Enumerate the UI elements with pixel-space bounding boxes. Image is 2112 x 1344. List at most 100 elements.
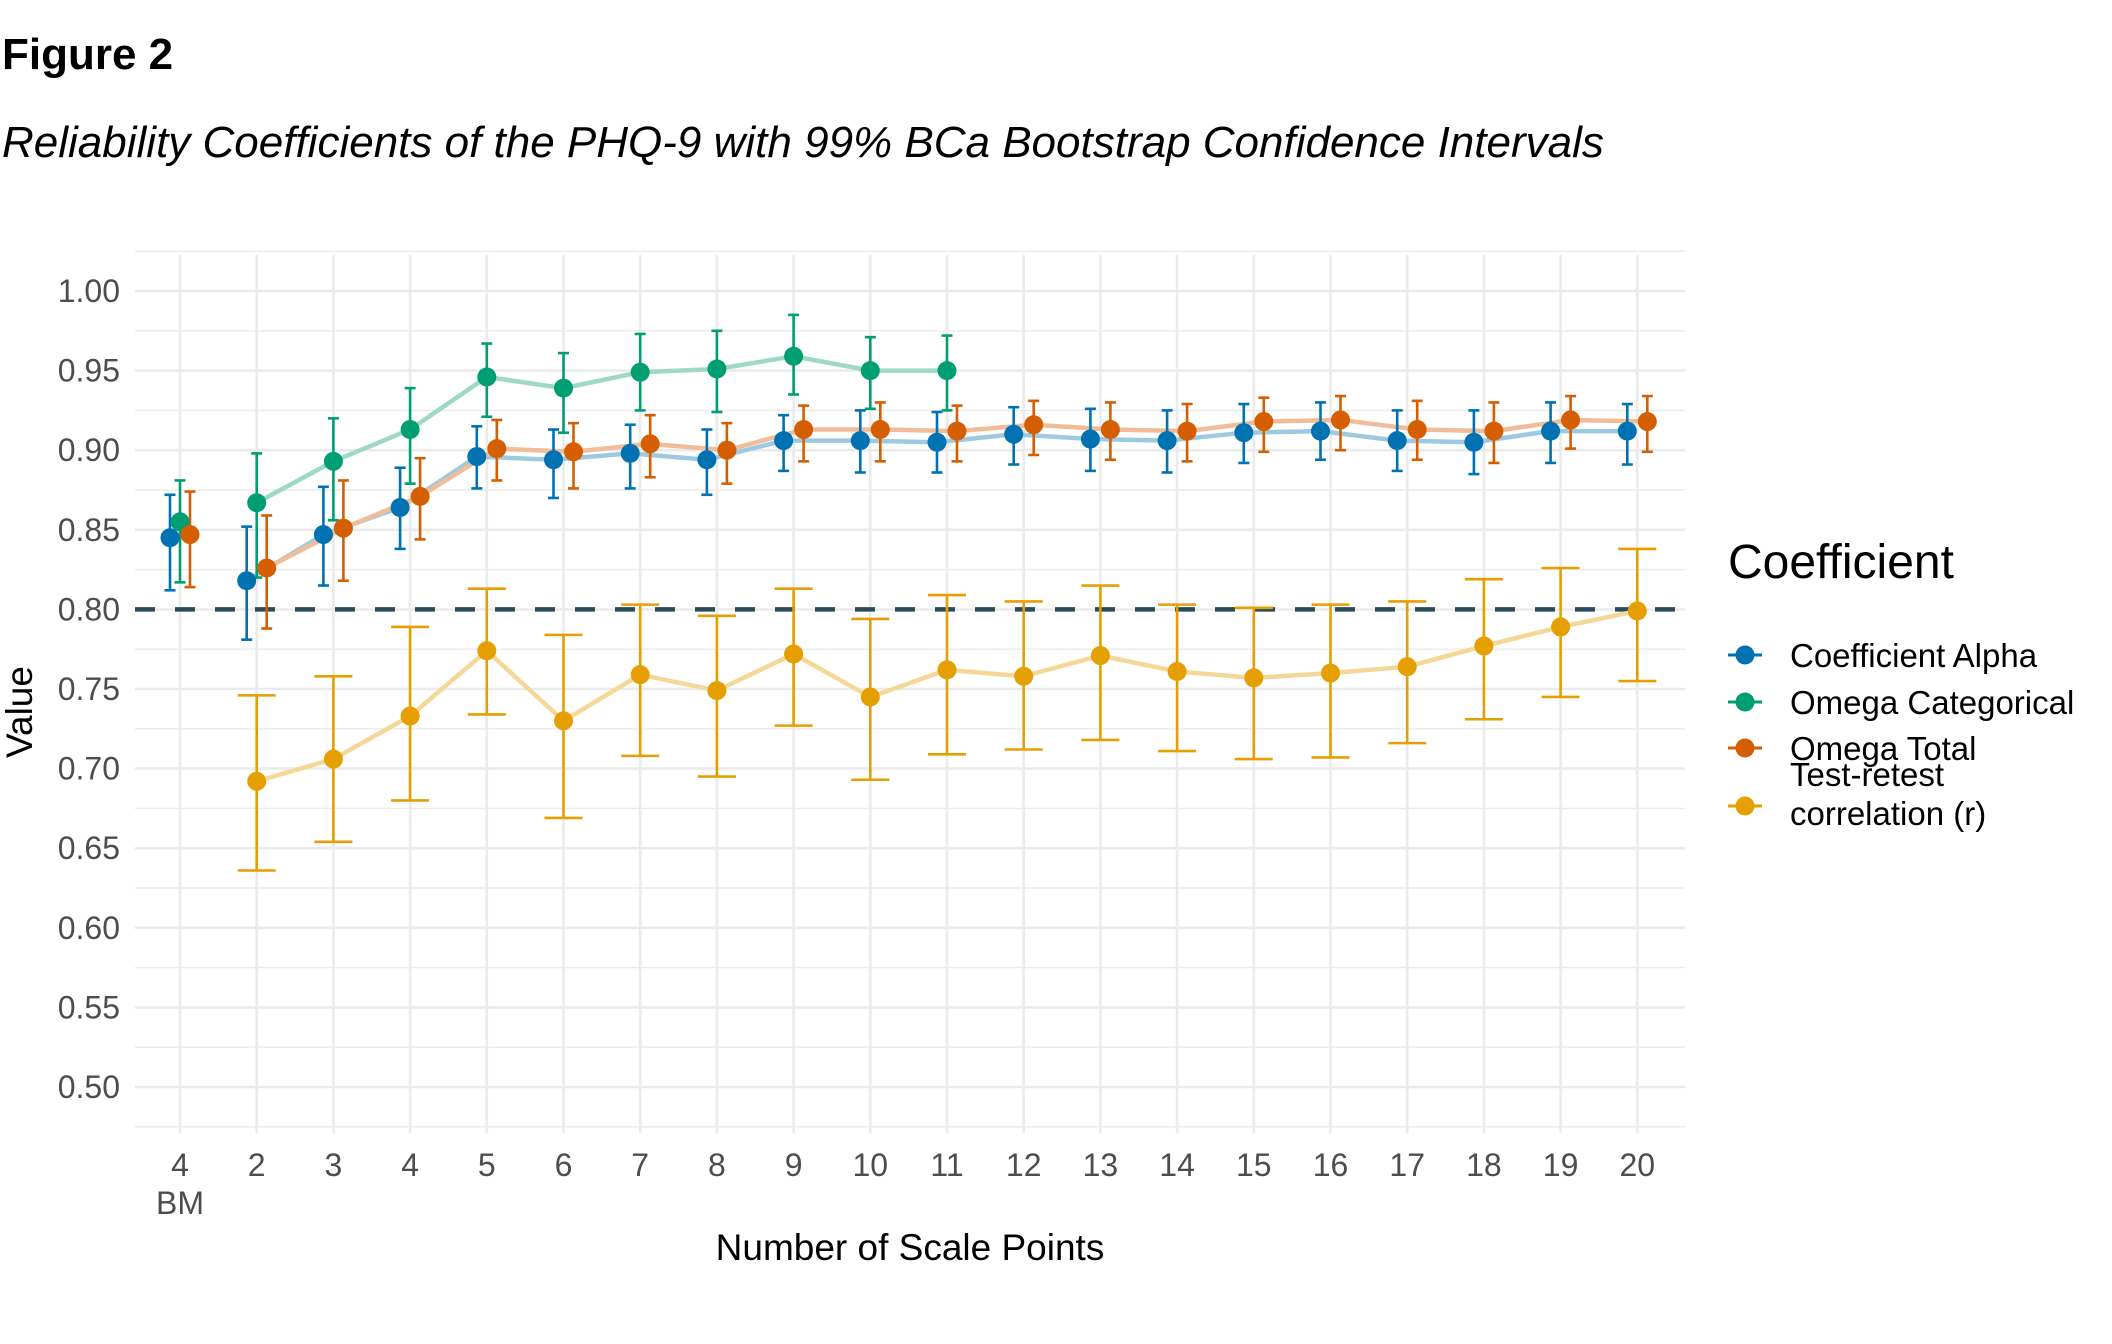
data-point xyxy=(247,493,267,513)
data-point xyxy=(180,525,200,545)
x-tick-label: 18 xyxy=(1466,1147,1502,1183)
x-axis-title: Number of Scale Points xyxy=(716,1227,1105,1268)
data-point xyxy=(784,644,804,664)
data-point xyxy=(247,771,267,791)
data-point xyxy=(257,558,277,578)
data-point xyxy=(1551,617,1571,637)
y-axis-title: Value xyxy=(0,666,40,758)
data-point xyxy=(1387,431,1407,451)
data-point xyxy=(937,660,957,680)
y-tick-label: 0.95 xyxy=(58,353,120,389)
data-point xyxy=(477,367,497,387)
data-point xyxy=(1464,432,1484,452)
data-point xyxy=(323,749,343,769)
y-axis-ticks: 0.50 0.55 0.60 0.65 0.70 0.75 0.80 0.85 0.90 0.95… xyxy=(58,273,120,1105)
data-point xyxy=(707,681,727,701)
data-point xyxy=(170,512,190,532)
y-tick-label: 0.85 xyxy=(58,512,120,548)
y-tick-label: 0.75 xyxy=(58,671,120,707)
data-point xyxy=(487,439,507,459)
x-tick-label: 9 xyxy=(785,1147,803,1183)
data-point xyxy=(554,711,573,731)
data-point xyxy=(544,450,563,470)
data-point xyxy=(1244,668,1264,688)
x-tick-label: 2 xyxy=(248,1147,266,1183)
x-tick-label: 13 xyxy=(1083,1147,1119,1183)
x-tick-label: 15 xyxy=(1236,1147,1272,1183)
figure-title: Reliability Coefficients of the PHQ-9 wi… xyxy=(2,118,1604,167)
data-point xyxy=(1541,421,1561,441)
x-tick-label: 7 xyxy=(631,1147,649,1183)
data-point xyxy=(323,451,343,471)
data-point xyxy=(400,420,420,440)
data-point xyxy=(1177,421,1197,441)
x-tick-label: 4 xyxy=(171,1147,189,1183)
x-tick-label: 11 xyxy=(930,1147,963,1183)
legend-key-point xyxy=(1735,738,1755,758)
data-point xyxy=(697,450,717,470)
grid xyxy=(135,250,1685,1133)
data-point xyxy=(927,432,947,452)
data-point xyxy=(870,420,890,440)
data-point xyxy=(620,443,640,463)
x-tick-label: 20 xyxy=(1620,1147,1656,1183)
data-point xyxy=(410,486,430,506)
legend-label: Coefficient Alpha xyxy=(1790,637,2038,674)
data-point xyxy=(794,420,814,440)
data-point xyxy=(1484,421,1504,441)
data-point xyxy=(850,431,870,451)
data-point xyxy=(400,706,420,726)
data-point xyxy=(707,359,727,379)
data-point xyxy=(937,361,957,381)
x-tick-label: 8 xyxy=(708,1147,726,1183)
data-point xyxy=(774,431,794,451)
data-point xyxy=(467,447,487,467)
y-tick-label: 0.60 xyxy=(58,910,120,946)
x-tick-label: 16 xyxy=(1313,1147,1349,1183)
x-tick-label: 5 xyxy=(478,1147,496,1183)
data-point xyxy=(630,665,650,685)
data-point xyxy=(1100,420,1120,440)
data-point xyxy=(860,687,880,707)
x-tick-label: 6 xyxy=(555,1147,573,1183)
data-point xyxy=(1617,421,1637,441)
data-point xyxy=(477,641,497,661)
x-tick-label: 4 xyxy=(401,1147,419,1183)
data-point xyxy=(1474,636,1494,656)
data-point xyxy=(1080,429,1100,449)
data-point xyxy=(640,434,660,454)
data-point xyxy=(1004,424,1024,444)
legend-label: Omega Categorical xyxy=(1790,684,2074,721)
data-point xyxy=(1014,666,1034,686)
legend-label: correlation (r) xyxy=(1790,795,1986,832)
y-tick-label: 0.55 xyxy=(58,989,120,1025)
x-tick-label: 3 xyxy=(325,1147,343,1183)
error-bars xyxy=(164,313,1657,872)
x-tick-label: 10 xyxy=(853,1147,889,1183)
data-point xyxy=(1321,663,1340,683)
data-point xyxy=(237,571,257,591)
x-tick-label: 14 xyxy=(1159,1147,1195,1183)
data-point xyxy=(1157,431,1177,451)
data-point xyxy=(554,378,573,398)
legend-label: Omega Total xyxy=(1790,730,1977,767)
data-point xyxy=(333,518,353,538)
y-tick-label: 1.00 xyxy=(58,273,120,309)
x-tick-label: 12 xyxy=(1006,1147,1042,1183)
data-point xyxy=(160,528,180,548)
data-point xyxy=(630,362,650,382)
data-point xyxy=(564,442,583,462)
data-point xyxy=(1090,646,1110,666)
data-point xyxy=(1397,657,1417,677)
data-point xyxy=(947,421,967,441)
data-point xyxy=(313,525,333,545)
y-tick-label: 0.65 xyxy=(58,830,120,866)
legend-key-point xyxy=(1735,692,1755,712)
legend-title: Coefficient xyxy=(1728,536,1954,589)
data-point xyxy=(717,440,737,460)
data-point xyxy=(1234,423,1254,443)
y-tick-label: 0.80 xyxy=(58,591,120,627)
data-point xyxy=(1627,601,1647,621)
